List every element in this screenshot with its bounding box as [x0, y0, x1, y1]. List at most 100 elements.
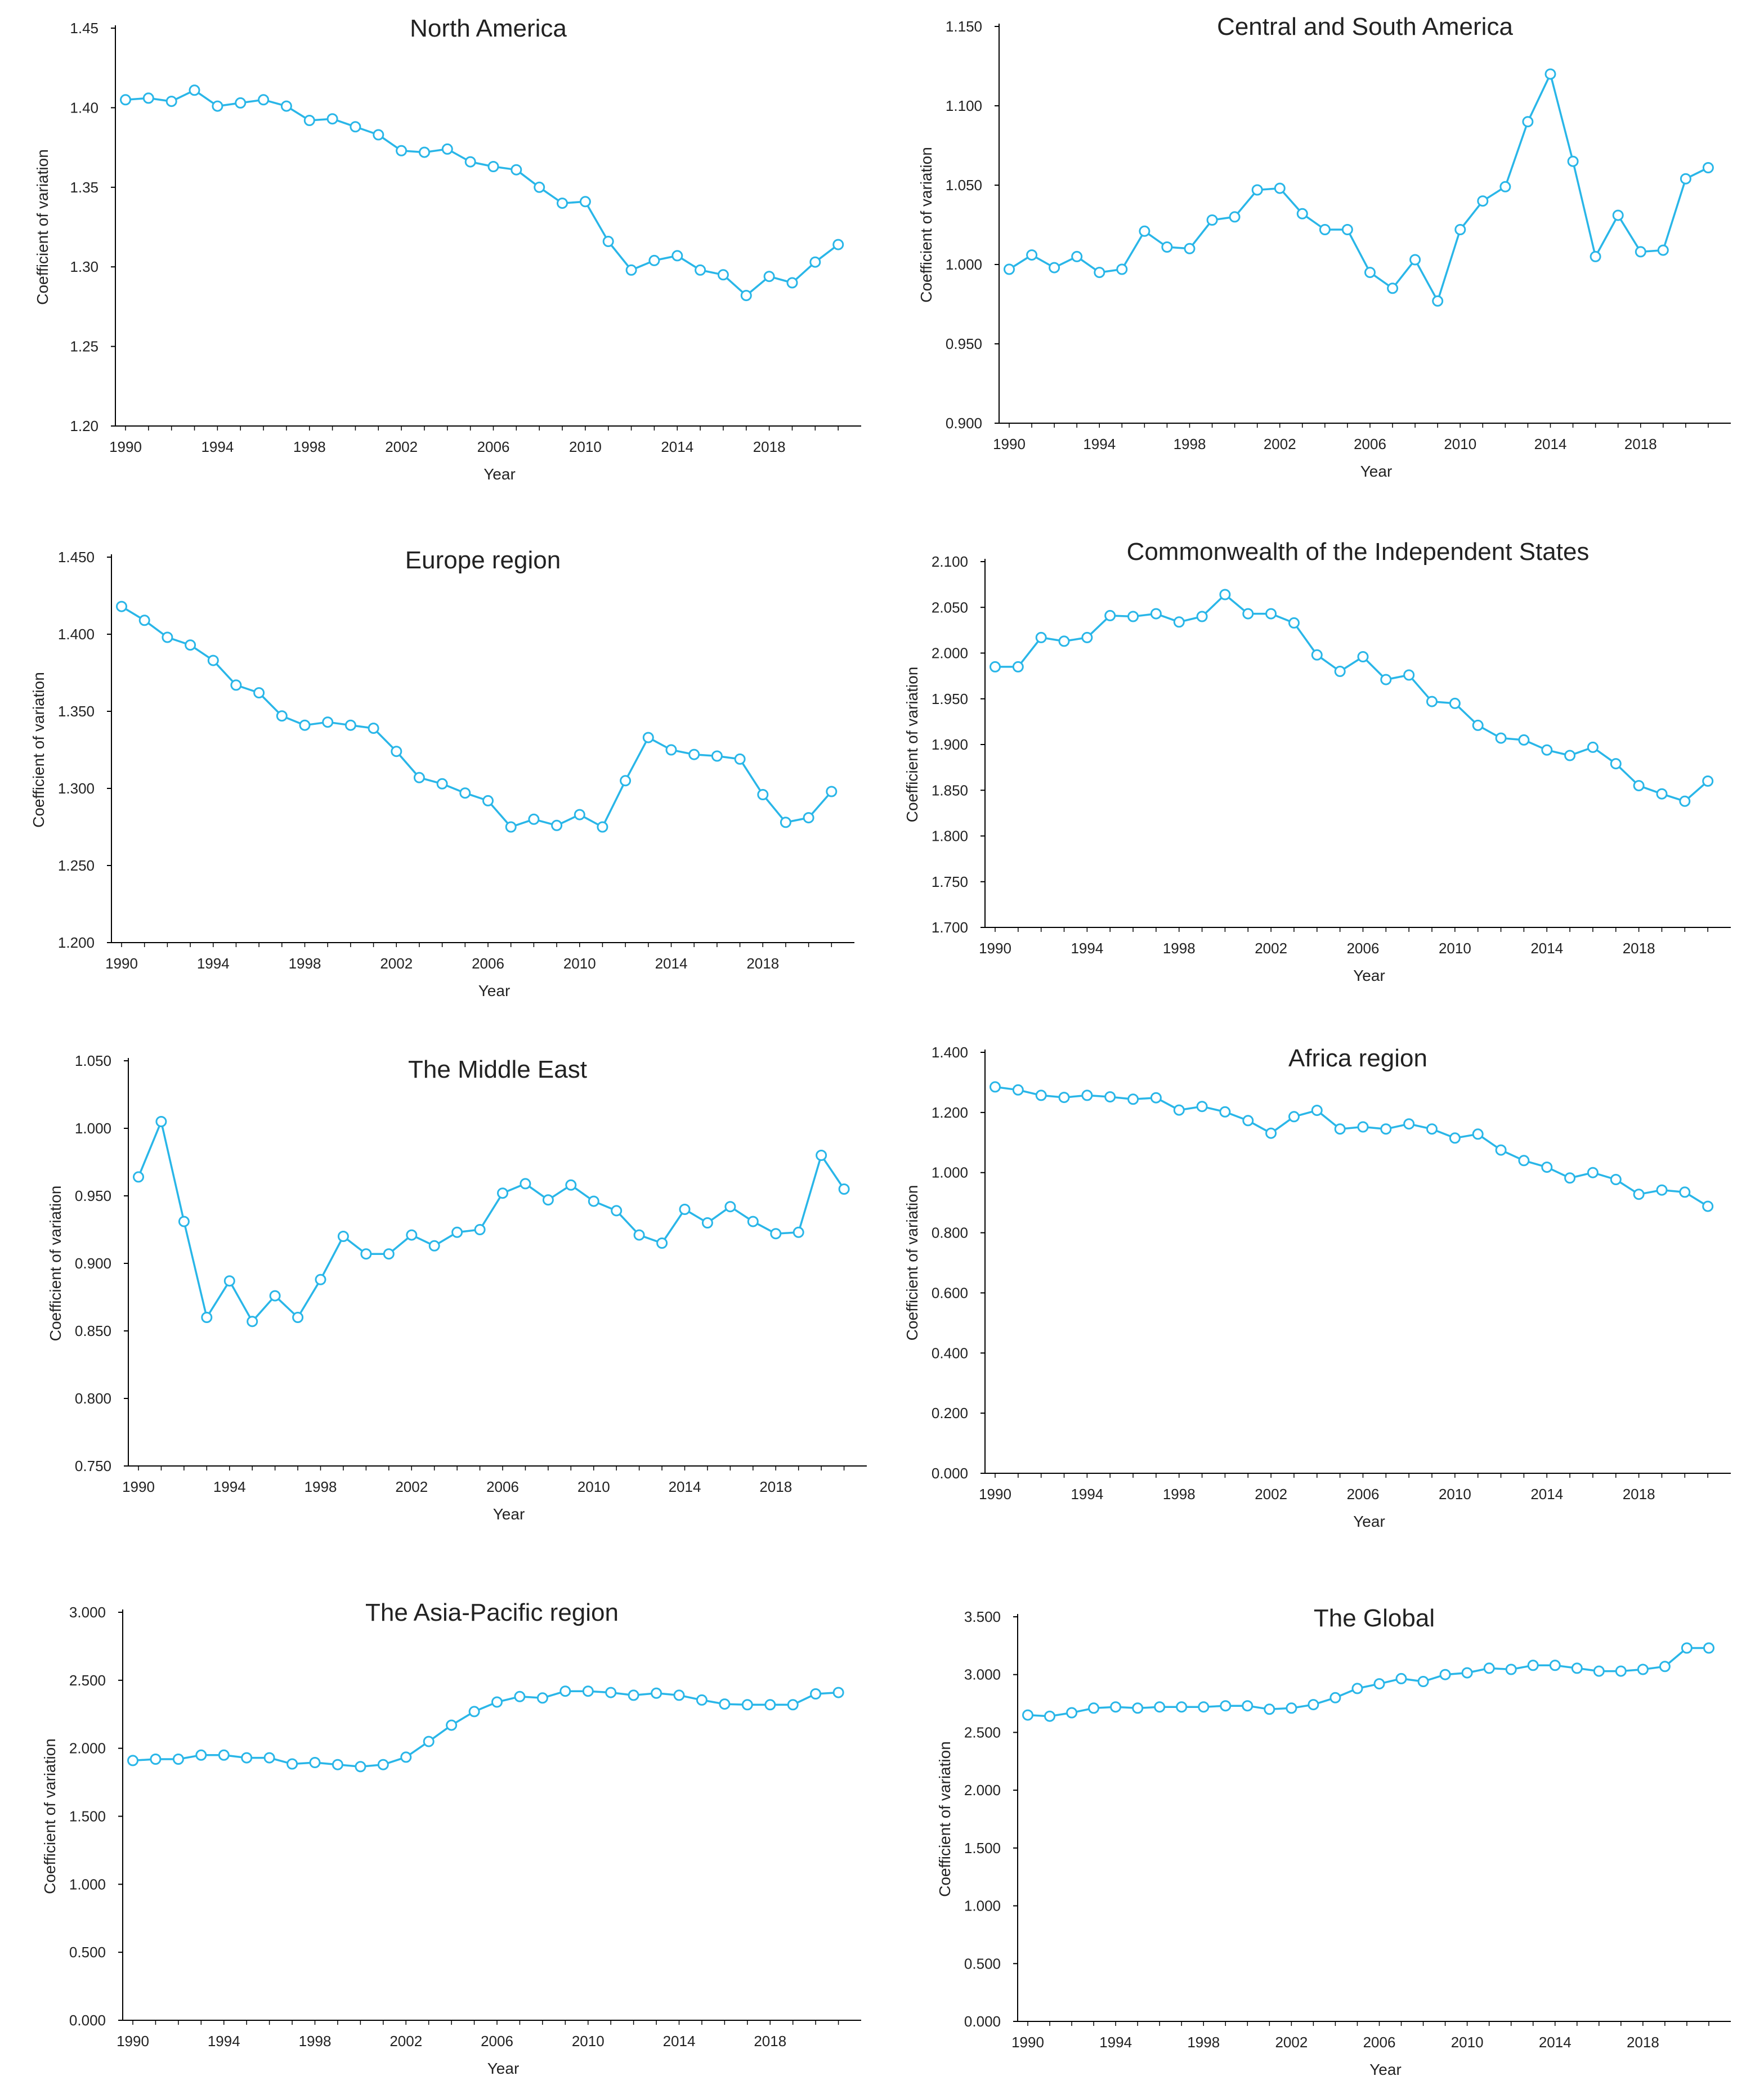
- data-point: [1044, 1710, 1055, 1722]
- y-tick-label: 1.950: [932, 690, 968, 707]
- data-point: [1311, 1105, 1323, 1117]
- data-point: [1104, 1091, 1116, 1103]
- data-point: [406, 1229, 418, 1241]
- data-point: [1364, 267, 1376, 279]
- data-point: [344, 719, 356, 731]
- data-point: [1541, 1162, 1553, 1173]
- data-point: [1518, 1155, 1530, 1167]
- x-tick-label: 2014: [663, 2033, 696, 2050]
- data-point: [1094, 267, 1105, 279]
- y-tick-label: 1.000: [69, 1876, 106, 1893]
- series-line: [125, 89, 839, 297]
- data-point: [780, 817, 791, 828]
- data-point: [832, 239, 844, 250]
- data-point: [1219, 589, 1231, 600]
- data-point: [326, 113, 338, 125]
- data-point: [1035, 631, 1047, 643]
- data-point: [1615, 1665, 1627, 1677]
- x-tick-label: 2010: [577, 1478, 610, 1495]
- data-point: [1341, 224, 1353, 235]
- data-point: [1357, 1121, 1369, 1133]
- data-point: [695, 264, 706, 276]
- data-point: [1499, 181, 1511, 192]
- data-point: [1334, 666, 1346, 677]
- y-tick-label: 1.250: [58, 857, 95, 874]
- data-point: [230, 679, 242, 691]
- data-point: [1242, 608, 1254, 620]
- data-point: [1518, 734, 1530, 746]
- data-point: [162, 631, 173, 643]
- x-tick-label: 1990: [1011, 2034, 1044, 2051]
- data-point: [1088, 1702, 1100, 1714]
- data-point: [201, 1312, 213, 1323]
- chart-title: The Asia-Pacific region: [365, 1599, 619, 1626]
- data-point: [786, 277, 798, 289]
- series-line: [1009, 73, 1709, 302]
- y-tick-label: 0.950: [946, 335, 982, 352]
- x-tick-label: 2014: [1539, 2034, 1572, 2051]
- data-point: [1587, 1167, 1599, 1178]
- data-point: [1220, 1700, 1232, 1712]
- data-point: [1610, 758, 1622, 770]
- data-point: [1242, 1115, 1254, 1127]
- data-point: [1387, 283, 1399, 294]
- x-tick-label: 2010: [1439, 1486, 1471, 1503]
- data-point: [212, 100, 223, 112]
- y-axis-label: Coefficient of variation: [903, 667, 921, 823]
- x-tick-label: 2018: [1624, 436, 1657, 452]
- data-point: [656, 1237, 668, 1249]
- data-point: [309, 1757, 321, 1768]
- x-tick-label: 2018: [1627, 2034, 1659, 2051]
- data-point: [1173, 616, 1185, 628]
- data-point: [1229, 211, 1241, 223]
- data-point: [642, 732, 654, 743]
- data-point: [383, 1248, 395, 1260]
- data-point: [1702, 775, 1714, 787]
- data-point: [1454, 224, 1466, 235]
- data-point: [1264, 1703, 1275, 1715]
- y-tick-label: 1.750: [932, 873, 968, 890]
- chart-panel-4: Commonwealth of the Independent States 1.…: [903, 538, 1731, 984]
- y-tick-label: 2.000: [964, 1782, 1001, 1799]
- data-point: [1633, 780, 1645, 792]
- x-axis-label: Year: [483, 465, 516, 483]
- data-point: [764, 1699, 776, 1711]
- x-tick-label: 1998: [293, 438, 326, 455]
- data-point: [1139, 225, 1150, 237]
- data-point: [602, 236, 614, 247]
- data-point: [138, 615, 150, 626]
- data-point: [1035, 1089, 1047, 1101]
- data-point: [1184, 243, 1196, 254]
- data-point: [1403, 669, 1415, 681]
- data-point: [990, 661, 1001, 672]
- chart-title: North America: [410, 15, 567, 42]
- data-point: [1432, 295, 1444, 307]
- data-point: [1656, 788, 1668, 800]
- data-point: [1288, 1111, 1300, 1123]
- x-tick-label: 2002: [385, 438, 418, 455]
- data-point: [651, 1687, 662, 1699]
- x-tick-label: 2002: [1264, 436, 1296, 452]
- x-tick-label: 1998: [289, 955, 321, 972]
- y-tick-label: 2.000: [932, 645, 968, 662]
- data-point: [451, 1226, 463, 1238]
- chart-title: The Middle East: [408, 1056, 587, 1083]
- data-point: [1426, 696, 1438, 707]
- data-point: [1564, 1172, 1576, 1184]
- data-point: [1610, 1174, 1622, 1185]
- data-point: [832, 1687, 844, 1698]
- y-tick-label: 0.000: [69, 2012, 106, 2029]
- y-axis-label: Coefficient of variation: [917, 147, 935, 303]
- x-tick-label: 1994: [197, 955, 230, 972]
- data-point: [1150, 1092, 1162, 1104]
- data-point: [1544, 68, 1556, 80]
- data-point: [542, 1194, 554, 1206]
- x-tick-label: 2010: [563, 955, 596, 972]
- y-tick-label: 1.900: [932, 736, 968, 753]
- data-point: [1567, 155, 1579, 167]
- data-point: [1308, 1699, 1319, 1711]
- data-point: [588, 1195, 599, 1207]
- x-tick-label: 2002: [1255, 940, 1287, 957]
- x-tick-label: 2014: [1530, 940, 1563, 957]
